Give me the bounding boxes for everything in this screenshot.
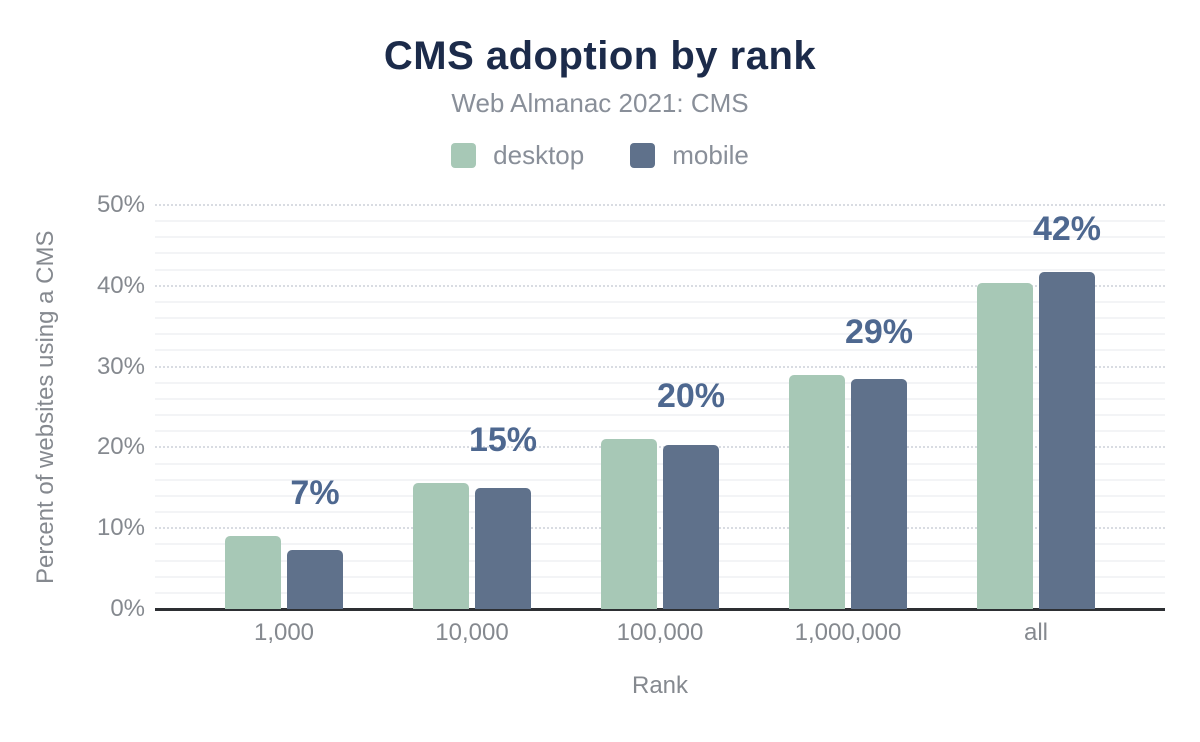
y-tick-label: 10% [96,514,145,542]
chart-title: CMS adoption by rank [383,34,817,78]
y-tick-label: 0% [110,595,145,622]
bar-value-label: 15% [468,420,538,459]
x-tick-label: 10,000 [435,619,509,646]
bar-mobile-1000[interactable] [287,550,343,609]
bar-mobile-10000[interactable] [475,487,531,609]
plot-area: 0% 10% 20% 30% 40% 50% 1,000 7% 10,000 15% 100,000… [97,193,1165,645]
legend-item-desktop[interactable]: desktop [451,140,584,171]
bar-mobile-100000[interactable] [663,444,719,609]
gridline-minor [155,333,1165,336]
gridline-minor [155,236,1165,239]
gridline-minor [155,414,1165,417]
y-tick-label: 30% [96,352,145,380]
bar-value-label: 7% [290,474,340,513]
gridline-minor [155,397,1165,400]
gridline-minor [155,220,1165,223]
gridline-minor [155,559,1165,562]
gridline-major [155,204,1165,206]
legend: desktop mobile [0,140,1200,171]
bar-desktop-10000[interactable] [413,482,469,609]
gridline-minor [155,430,1165,433]
legend-label-desktop: desktop [493,140,585,170]
gridline-major [155,284,1165,287]
x-axis-line [155,608,1165,611]
gridline-minor [155,349,1165,352]
bar-value-label: 29% [844,312,914,351]
gridline-major [155,446,1165,449]
y-axis-title: Percent of websites using a CMS [32,230,59,584]
gridline-major [155,527,1165,530]
bar-value-label: 20% [656,376,726,415]
desktop-legend-swatch [451,143,477,168]
bar-value-label: 42% [1032,210,1102,249]
x-tick-label: 1,000,000 [794,619,902,646]
bar-desktop-all[interactable] [977,282,1033,609]
mobile-legend-swatch [630,143,656,168]
legend-label-mobile: mobile [672,140,749,170]
gridline-minor [155,543,1165,546]
gridline-minor [155,591,1165,594]
gridline-minor [155,381,1165,384]
chart-subtitle: Web Almanac 2021: CMS [451,88,749,118]
y-tick-label: 40% [96,271,145,299]
bar-desktop-100000[interactable] [601,438,657,609]
y-tick-label: 20% [96,433,145,461]
gridline-minor [155,268,1165,271]
gridline-minor [155,462,1165,465]
gridline-minor [155,575,1165,578]
bar-desktop-1000000[interactable] [789,374,845,609]
x-axis-title: Rank [631,672,689,699]
x-tick-label: all [1023,619,1048,646]
x-tick-label: 1,000 [253,619,315,646]
bar-mobile-1000000[interactable] [851,378,907,609]
bar-mobile-all[interactable] [1039,272,1095,609]
gridline-minor [155,300,1165,303]
gridline-minor [155,317,1165,320]
gridline-minor [155,494,1165,497]
gridline-minor [155,478,1165,481]
gridline-minor [155,252,1165,255]
gridline-minor [155,511,1165,514]
bar-desktop-1000[interactable] [225,536,281,609]
y-tick-label: 50% [96,191,145,218]
legend-item-mobile[interactable]: mobile [630,140,749,171]
gridline-major [155,365,1165,368]
x-tick-label: 100,000 [616,619,704,646]
